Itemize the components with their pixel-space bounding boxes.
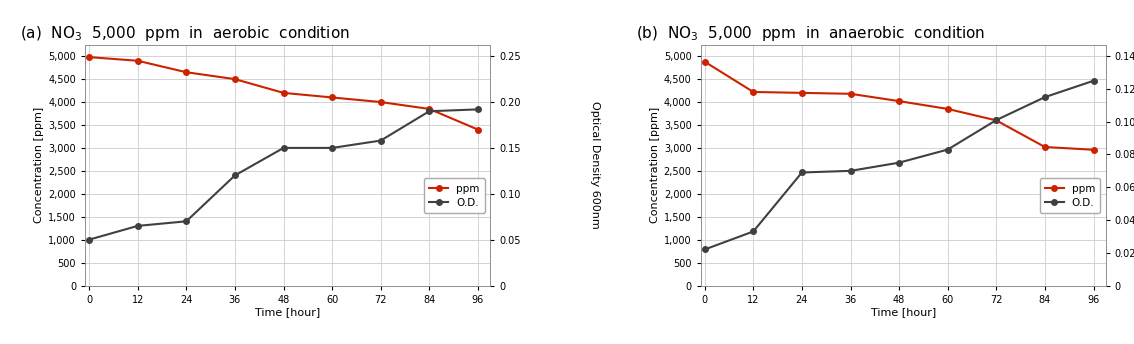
Legend: ppm, O.D.: ppm, O.D. — [1040, 178, 1100, 213]
Y-axis label: Optical Density 600nm: Optical Density 600nm — [590, 101, 600, 229]
Text: (a)  NO$_3$  5,000  ppm  in  aerobic  condition: (a) NO$_3$ 5,000 ppm in aerobic conditio… — [20, 24, 350, 43]
X-axis label: Time [hour]: Time [hour] — [255, 307, 320, 317]
X-axis label: Time [hour]: Time [hour] — [871, 307, 936, 317]
Y-axis label: Concentration [ppm]: Concentration [ppm] — [650, 107, 660, 223]
Legend: ppm, O.D.: ppm, O.D. — [424, 178, 485, 213]
Y-axis label: Concentration [ppm]: Concentration [ppm] — [34, 107, 44, 223]
Text: (b)  NO$_3$  5,000  ppm  in  anaerobic  condition: (b) NO$_3$ 5,000 ppm in anaerobic condit… — [636, 24, 985, 43]
